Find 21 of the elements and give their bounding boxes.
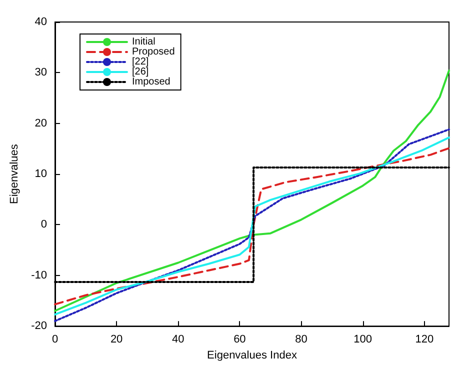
y-tick-label: -10 (31, 269, 47, 282)
legend-label: Imposed (132, 76, 170, 88)
x-tick-label: 0 (52, 334, 58, 346)
x-tick-label: 20 (110, 334, 123, 346)
legend-label: [26] (132, 66, 149, 78)
y-tick-label: 40 (34, 16, 47, 28)
y-tick-label: -20 (31, 320, 47, 332)
legend-label: [22] (132, 56, 149, 68)
y-tick-label: 30 (34, 66, 47, 79)
y-axis-title: Eigenvalues (8, 144, 21, 204)
legend-label: Initial (132, 36, 156, 48)
x-axis-title: Eigenvalues Index (207, 350, 298, 362)
x-tick-label: 80 (295, 334, 308, 346)
y-tick-label: 20 (34, 117, 47, 130)
x-tick-label: 100 (354, 334, 372, 346)
legend-label: Proposed (132, 46, 175, 58)
x-tick-label: 120 (415, 334, 434, 346)
x-tick-label: 60 (234, 334, 246, 346)
y-tick-label: 10 (34, 168, 47, 180)
x-tick-label: 40 (172, 334, 184, 346)
y-tick-label: 0 (40, 218, 47, 231)
